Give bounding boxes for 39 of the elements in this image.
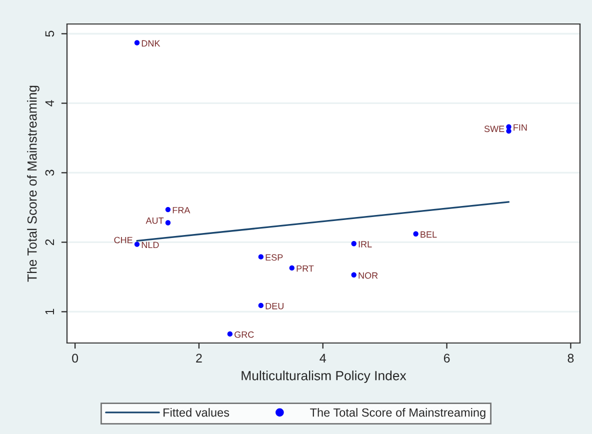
annotation: FRA xyxy=(172,207,190,214)
annotation: AUT xyxy=(146,218,164,224)
y-tick-label: 4 xyxy=(45,100,54,106)
x-axis-title: Multiculturalism Policy Index xyxy=(242,370,406,383)
legend-label: The Total Score of Mainstreaming xyxy=(310,408,486,420)
point xyxy=(413,231,418,236)
annotation: DEU xyxy=(266,302,284,310)
y-tick-label: 1 xyxy=(45,308,54,314)
annotation: FIN xyxy=(514,124,527,131)
annotation: GRC xyxy=(234,331,254,338)
y-tick-label: 2 xyxy=(45,239,54,246)
annotation: IRL xyxy=(358,241,372,248)
annotation: NLD xyxy=(142,242,159,248)
x-tick-label: 4 xyxy=(320,354,326,362)
point xyxy=(227,331,233,337)
annotation: ESP xyxy=(266,254,283,261)
point xyxy=(258,254,264,260)
point xyxy=(165,220,171,226)
point xyxy=(258,302,264,308)
point xyxy=(351,241,356,246)
y-axis-title: The Total Score of Mainstreaming xyxy=(27,86,40,282)
annotation: DNK xyxy=(142,40,160,46)
point xyxy=(134,242,140,247)
annotation: BEL xyxy=(420,231,437,238)
point xyxy=(165,206,171,212)
point xyxy=(289,265,294,271)
legend-label: Fitted values xyxy=(164,408,230,417)
x-tick-label: 0 xyxy=(72,354,78,363)
point xyxy=(351,272,356,278)
x-tick-label: 2 xyxy=(196,354,202,362)
x-tick-label: 6 xyxy=(444,354,450,363)
x-tick-label: 8 xyxy=(568,354,574,363)
annotation: NOR xyxy=(358,272,378,279)
y-tick-label: 5 xyxy=(45,30,54,37)
y-tick-label: 3 xyxy=(45,170,54,176)
annotation: PRT xyxy=(296,265,314,272)
point xyxy=(134,40,140,46)
annotation: CHE xyxy=(114,236,132,244)
annotation: SWE xyxy=(484,126,504,132)
